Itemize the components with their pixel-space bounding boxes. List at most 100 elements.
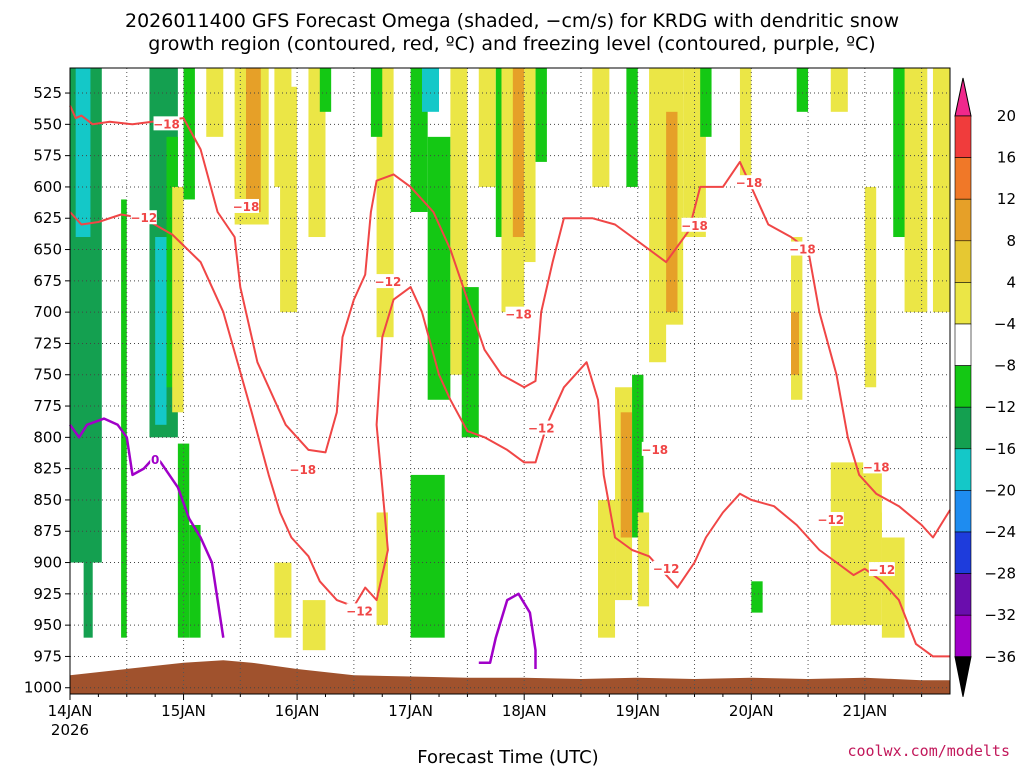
- y-tick-label: 750: [33, 366, 62, 384]
- omega-cell: [881, 537, 905, 638]
- y-tick-label: 575: [33, 147, 62, 165]
- colorbar-box: [954, 573, 972, 616]
- colorbar-label: −4: [994, 315, 1016, 333]
- omega-cell: [864, 186, 877, 388]
- terrain: [70, 660, 950, 694]
- colorbar-box: [954, 240, 972, 283]
- terrain-fill: [70, 660, 950, 694]
- contour-label-bg: [233, 198, 259, 213]
- contour-label-bg: [505, 306, 532, 321]
- contour-label: −18: [789, 243, 816, 257]
- contour-label-bg: [641, 441, 668, 456]
- omega-cell: [598, 499, 616, 638]
- omega-cell: [524, 68, 536, 263]
- contour-label: −12: [653, 562, 680, 576]
- omega-cell: [535, 68, 547, 162]
- colorbar-label: 4: [1006, 273, 1016, 291]
- credit-text: coolwx.com/modelts: [847, 742, 1010, 760]
- colorbar-label: −28: [984, 565, 1016, 583]
- contour-label-bg: [817, 511, 844, 526]
- colorbar-box: [954, 323, 972, 366]
- omega-cell: [700, 68, 712, 137]
- y-tick-label: 550: [33, 115, 62, 133]
- contour-label-bg: [863, 459, 890, 474]
- colorbar-box: [954, 198, 972, 242]
- contour-freezing-level: [478, 592, 537, 669]
- omega-cell: [932, 68, 950, 313]
- contour-label-bg: [289, 461, 316, 476]
- y-axis: 525 550 575 600 625 650 675 700 725 750 775 800 825 8…: [24, 84, 70, 697]
- y-tick-label: 875: [33, 522, 62, 540]
- colorbar-top-triangle: [954, 77, 972, 117]
- omega-cell: [83, 312, 93, 638]
- colorbar-label: −16: [984, 440, 1016, 458]
- omega-cell: [830, 68, 848, 112]
- colorbar-label: −36: [984, 648, 1016, 666]
- y-tick-label: 650: [33, 241, 62, 259]
- colorbar-label: −12: [984, 398, 1016, 416]
- contour-label: −18: [153, 117, 180, 131]
- omega-cell: [904, 68, 928, 313]
- omega-cell: [206, 68, 224, 137]
- contour-label: −18: [641, 443, 668, 457]
- contour-label: −12: [130, 211, 157, 225]
- omega-cell: [155, 237, 167, 425]
- y-tick-label: 1000: [24, 679, 62, 697]
- omega-shading: [70, 68, 950, 651]
- omega-cell: [637, 512, 650, 607]
- contour-labels: −18 −12 −18 −18 −12 −12 −18 −12 −18 −18 −18 −18 −12 −…: [130, 116, 895, 618]
- omega-cell: [280, 86, 298, 313]
- colorbar-label: −8: [994, 357, 1016, 375]
- y-tick-label: 725: [33, 334, 62, 352]
- x-tick-label: 17JAN: [388, 702, 433, 720]
- contour-label-bg: [150, 451, 161, 466]
- x-tick-label: 21JAN: [842, 702, 887, 720]
- y-tick-label: 775: [33, 397, 62, 415]
- omega-cell: [172, 186, 184, 413]
- y-tick-label: 625: [33, 209, 62, 227]
- colorbar-box: [954, 614, 972, 658]
- colorbar-box: [954, 157, 972, 200]
- omega-cell: [626, 68, 638, 187]
- colorbar-box: [954, 490, 972, 533]
- colorbar-label: −20: [984, 481, 1016, 499]
- contour-label-bg: [346, 603, 373, 618]
- contour-label: −12: [817, 513, 844, 527]
- colorbar-box: [954, 115, 972, 158]
- contour-freezing-level: [68, 417, 225, 638]
- colorbar-label: 20: [997, 107, 1016, 125]
- contour-label-bg: [789, 241, 816, 256]
- y-tick-label: 700: [33, 303, 62, 321]
- contour-label: −18: [289, 463, 316, 477]
- omega-cell: [620, 412, 633, 538]
- contour-label-bg: [653, 560, 680, 575]
- omega-cell: [75, 68, 91, 238]
- omega-cell: [422, 68, 440, 112]
- chart-title-line2: growth region (contoured, red, ºC) and f…: [148, 33, 875, 55]
- chart-title-line1: 2026011400 GFS Forecast Omega (shaded, −…: [125, 10, 899, 32]
- contour-label-bg: [868, 562, 895, 577]
- omega-cell: [512, 68, 525, 238]
- contour-label: −18: [233, 200, 260, 214]
- omega-cell: [796, 68, 809, 112]
- omega-cell: [246, 68, 261, 212]
- contour-label-bg: [153, 116, 180, 131]
- y-tick-label: 950: [33, 616, 62, 634]
- omega-cell: [121, 199, 127, 638]
- y-tick-label: 850: [33, 491, 62, 509]
- omega-cell: [427, 136, 451, 400]
- y-tick-label: 900: [33, 554, 62, 572]
- omega-cell: [751, 581, 763, 613]
- omega-cell: [592, 68, 610, 187]
- colorbar-label: 16: [997, 149, 1016, 167]
- omega-cell: [376, 512, 388, 626]
- colorbar-label: 12: [997, 190, 1016, 208]
- omega-cell: [739, 68, 752, 187]
- y-tick-label: 975: [33, 647, 62, 665]
- contour-label-bg: [528, 420, 555, 435]
- colorbar-label: −24: [984, 523, 1016, 541]
- colorbar-box: [954, 365, 972, 408]
